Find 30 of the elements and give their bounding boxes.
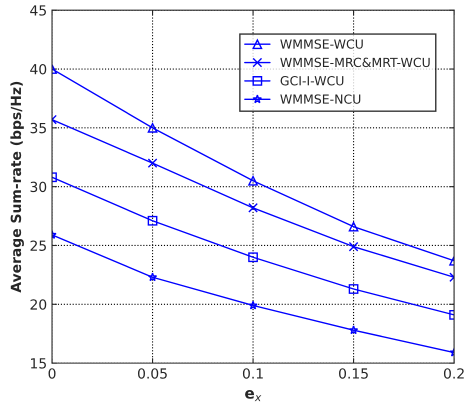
point bbox=[348, 222, 358, 232]
y-tick-label: 15 bbox=[31, 358, 46, 369]
point bbox=[248, 202, 258, 213]
point bbox=[148, 216, 158, 226]
y-axis-title: Average Sum-rate (bps/Hz) bbox=[10, 82, 24, 293]
y-tick-label: 40 bbox=[30, 64, 46, 74]
legend-label: WMMSE-MRC&MRT-WCU bbox=[280, 58, 430, 68]
x-tick-label: 0.15 bbox=[339, 368, 368, 379]
y-tick-label: 35 bbox=[30, 122, 46, 134]
point bbox=[148, 272, 158, 282]
legend-label: GCI-I-WCU bbox=[280, 76, 344, 86]
point bbox=[248, 176, 258, 186]
legend-label: WMMSE-WCU bbox=[280, 39, 363, 49]
y-tick-label: 20 bbox=[30, 299, 46, 310]
point bbox=[248, 252, 258, 262]
x-axis-title: e$_{x}$ bbox=[245, 390, 262, 402]
point bbox=[348, 284, 358, 294]
x-tick-label: 0.2 bbox=[444, 368, 464, 379]
legend-label: WMMSE-NCU bbox=[280, 94, 360, 104]
x-tick-label: 0.1 bbox=[242, 368, 263, 379]
point bbox=[348, 325, 358, 334]
y-tick-label: 30 bbox=[30, 182, 46, 192]
point bbox=[348, 242, 358, 252]
x-tick-label: 0 bbox=[48, 368, 56, 379]
point bbox=[148, 122, 158, 133]
y-tick-label: 45 bbox=[30, 5, 46, 16]
point bbox=[148, 158, 158, 168]
point bbox=[248, 300, 258, 310]
x-tick-label: 0.05 bbox=[138, 368, 167, 379]
y-tick-label: 25 bbox=[30, 240, 46, 251]
